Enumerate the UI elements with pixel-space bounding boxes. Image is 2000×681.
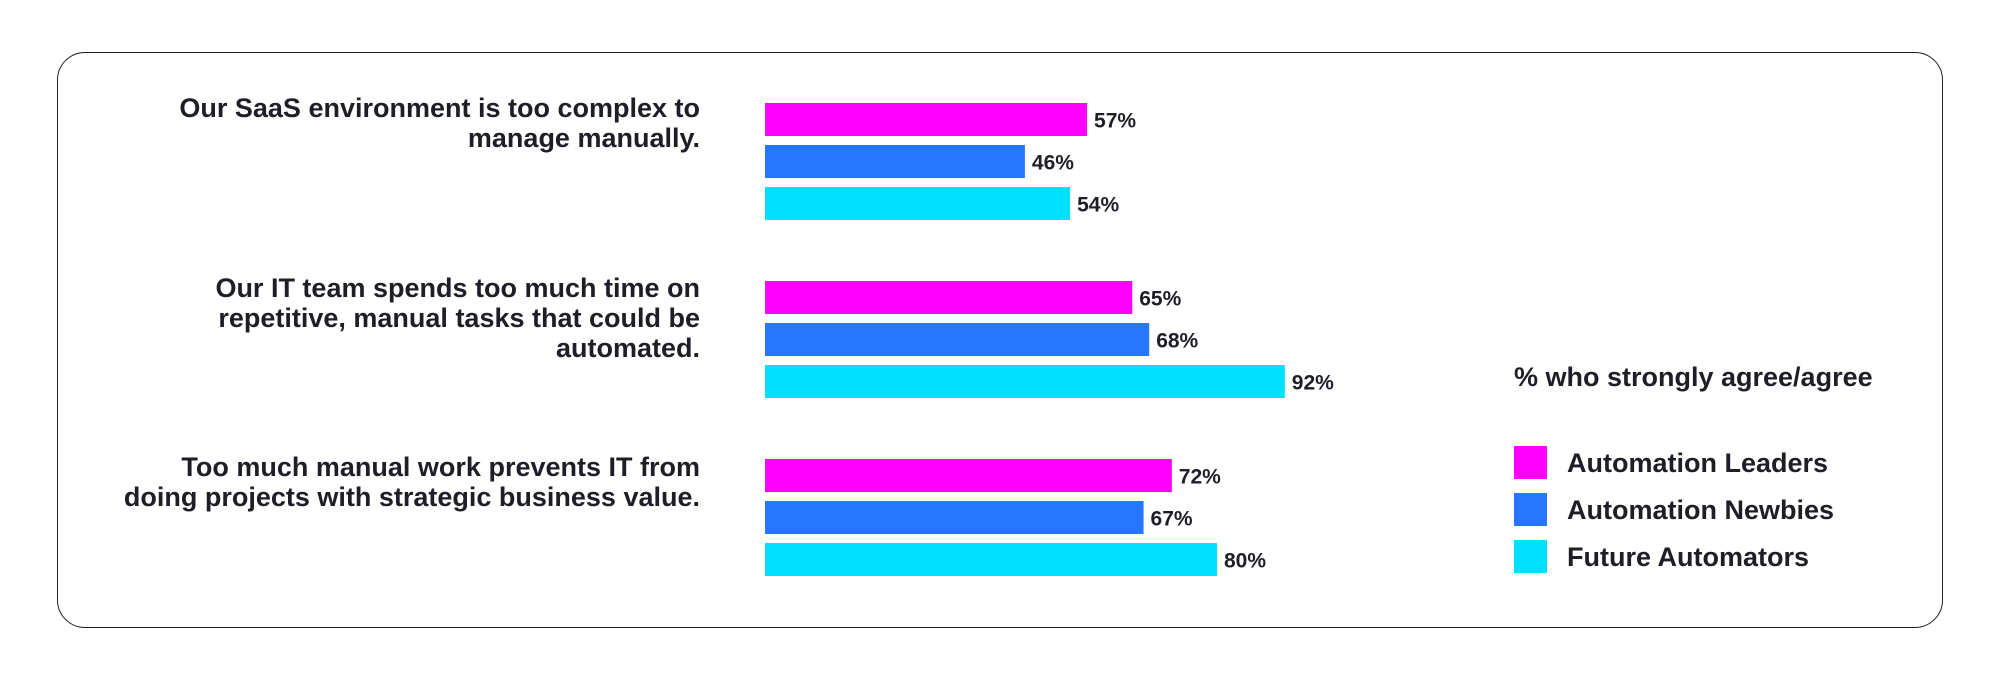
category-label: manage manually. bbox=[468, 123, 700, 153]
bar-future-automators bbox=[765, 187, 1071, 220]
legend-label: Future Automators bbox=[1567, 542, 1809, 572]
legend-swatch bbox=[1514, 540, 1547, 573]
bar-automation-leaders bbox=[765, 281, 1133, 314]
data-label: 72% bbox=[1179, 466, 1221, 489]
bar-automation-newbies bbox=[765, 501, 1144, 534]
data-label: 54% bbox=[1077, 194, 1119, 217]
category-label: automated. bbox=[556, 333, 700, 363]
data-label: 92% bbox=[1292, 372, 1334, 395]
data-label: 57% bbox=[1094, 110, 1136, 133]
legend-swatch bbox=[1514, 446, 1547, 479]
category-label: doing projects with strategic business v… bbox=[124, 482, 700, 512]
category-label: repetitive, manual tasks that could be bbox=[218, 303, 700, 333]
bar-automation-newbies bbox=[765, 323, 1150, 356]
bar-automation-newbies bbox=[765, 145, 1025, 178]
bar-automation-leaders bbox=[765, 103, 1088, 136]
legend-title: % who strongly agree/agree bbox=[1514, 362, 1873, 392]
category-label: Too much manual work prevents IT from bbox=[181, 452, 700, 482]
legend-label: Automation Leaders bbox=[1567, 448, 1828, 478]
chart-frame bbox=[57, 52, 1943, 628]
data-label: 68% bbox=[1156, 330, 1198, 353]
data-label: 65% bbox=[1139, 288, 1181, 311]
category-label: Our SaaS environment is too complex to bbox=[179, 93, 700, 123]
category-label: Our IT team spends too much time on bbox=[215, 273, 700, 303]
bar-future-automators bbox=[765, 365, 1285, 398]
data-label: 67% bbox=[1151, 508, 1193, 531]
bar-automation-leaders bbox=[765, 459, 1172, 492]
legend-label: Automation Newbies bbox=[1567, 495, 1834, 525]
legend-swatch bbox=[1514, 493, 1547, 526]
data-label: 80% bbox=[1224, 550, 1266, 573]
data-label: 46% bbox=[1032, 152, 1074, 175]
bar-future-automators bbox=[765, 543, 1217, 576]
